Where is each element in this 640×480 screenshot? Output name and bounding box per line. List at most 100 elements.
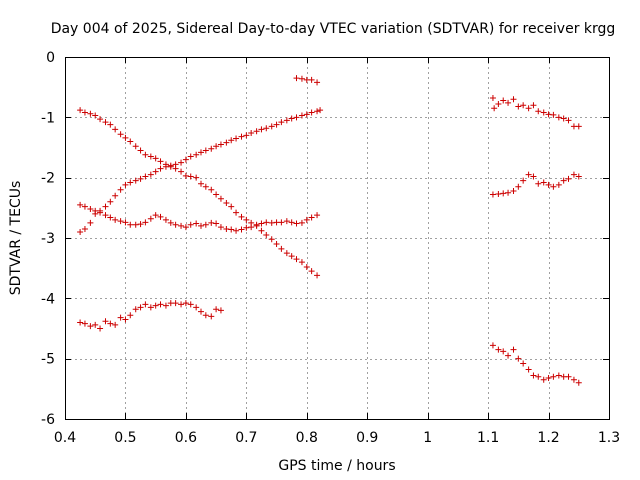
data-point-plus <box>293 75 300 82</box>
data-point-plus <box>495 101 502 108</box>
data-point-plus <box>137 304 144 311</box>
data-point-plus <box>288 219 295 226</box>
data-point-plus <box>102 203 109 210</box>
data-point-plus <box>178 168 185 175</box>
data-point-plus <box>102 119 109 126</box>
data-point-plus <box>187 153 194 160</box>
data-point-plus <box>540 376 547 383</box>
x-tick-label: 0.6 <box>175 430 197 446</box>
data-point-plus <box>172 300 179 307</box>
data-point-plus <box>178 159 185 166</box>
data-point-plus <box>308 109 315 116</box>
data-point-plus <box>193 151 200 158</box>
data-point-plus <box>500 97 507 104</box>
data-point-plus <box>97 325 104 332</box>
x-tick-label: 1 <box>423 430 432 446</box>
data-point-plus <box>217 307 224 314</box>
data-point-plus <box>117 314 124 321</box>
data-point-plus <box>293 220 300 227</box>
series-arc-middle <box>77 201 321 234</box>
chart-title: Day 004 of 2025, Sidereal Day-to-day VTE… <box>51 21 616 37</box>
data-point-plus <box>167 162 174 169</box>
data-point-plus <box>248 224 255 231</box>
data-point-plus <box>525 366 532 373</box>
data-point-plus <box>81 320 88 327</box>
data-point-plus <box>213 143 220 150</box>
series-arc-descending <box>77 107 321 279</box>
data-point-plus <box>308 268 315 275</box>
data-point-plus <box>555 114 562 121</box>
data-point-plus <box>303 111 310 118</box>
data-point-plus <box>182 156 189 163</box>
data-point-plus <box>208 313 215 320</box>
data-point-plus <box>77 107 84 114</box>
data-point-plus <box>263 231 270 238</box>
data-point-plus <box>540 179 547 186</box>
data-point-plus <box>253 128 260 135</box>
data-point-plus <box>202 221 209 228</box>
data-point-plus <box>298 112 305 119</box>
data-point-plus <box>152 168 159 175</box>
data-point-plus <box>535 373 542 380</box>
data-point-plus <box>187 301 194 308</box>
data-point-plus <box>147 171 154 178</box>
x-tick-label: 0.9 <box>356 430 378 446</box>
data-point-plus <box>182 172 189 179</box>
data-point-plus <box>505 352 512 359</box>
data-point-plus <box>489 191 496 198</box>
data-point-plus <box>202 147 209 154</box>
data-point-plus <box>217 224 224 231</box>
y-tick-label: 0 <box>46 50 55 66</box>
data-point-plus <box>81 109 88 116</box>
data-point-plus <box>107 121 114 128</box>
data-point-plus <box>515 183 522 190</box>
data-point-plus <box>550 373 557 380</box>
data-point-plus <box>117 218 124 225</box>
data-point-plus <box>97 209 104 216</box>
data-point-plus <box>137 175 144 182</box>
data-point-plus <box>288 253 295 260</box>
data-point-plus <box>535 108 542 115</box>
data-point-plus <box>142 301 149 308</box>
data-point-plus <box>193 174 200 181</box>
data-point-plus <box>198 308 204 315</box>
data-point-plus <box>303 263 310 270</box>
data-point-plus <box>298 219 305 226</box>
data-point-plus <box>268 219 275 226</box>
data-point-plus <box>273 241 280 248</box>
data-point-plus <box>530 173 537 180</box>
data-point-plus <box>217 195 224 202</box>
data-point-plus <box>208 145 215 152</box>
data-point-plus <box>520 102 527 109</box>
data-point-plus <box>228 203 235 210</box>
data-point-plus <box>560 177 567 184</box>
x-tick-label: 1.3 <box>598 430 620 446</box>
data-point-plus <box>545 181 552 188</box>
data-point-plus <box>288 115 295 122</box>
data-point-plus <box>555 181 562 188</box>
data-point-plus <box>142 173 149 180</box>
data-point-plus <box>243 224 250 231</box>
data-point-plus <box>77 228 84 235</box>
data-point-plus <box>317 107 324 114</box>
data-point-plus <box>102 318 109 325</box>
series-late-middle <box>489 171 582 198</box>
data-point-plus <box>268 236 275 243</box>
data-point-plus <box>550 111 557 118</box>
data-point-plus <box>152 302 159 309</box>
series-late-top <box>489 95 582 130</box>
x-tick-label: 1.2 <box>537 430 559 446</box>
data-point-plus <box>258 126 265 133</box>
data-point-plus <box>213 306 220 313</box>
data-point-plus <box>233 209 240 216</box>
data-point-plus <box>228 226 235 233</box>
data-point-plus <box>495 190 502 197</box>
data-point-plus <box>87 219 94 226</box>
data-point-plus <box>278 119 285 126</box>
data-point-plus <box>172 221 179 228</box>
data-point-plus <box>238 213 245 220</box>
data-point-plus <box>217 141 224 148</box>
data-point-plus <box>198 149 204 156</box>
data-point-plus <box>157 165 164 172</box>
x-tick-label: 0.8 <box>296 430 318 446</box>
